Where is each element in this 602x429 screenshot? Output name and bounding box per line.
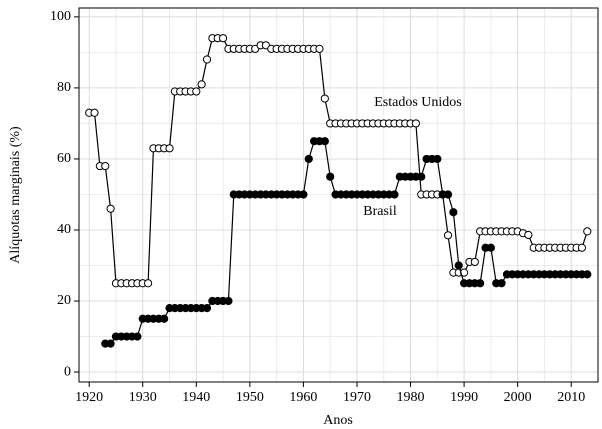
data-point: [315, 44, 324, 53]
x-axis-label: Anos: [323, 413, 353, 428]
series-label: Estados Unidos: [374, 95, 462, 110]
plot-frame: [78, 7, 599, 383]
data-point: [143, 279, 153, 288]
x-tick-label: 1940: [182, 390, 210, 405]
data-point: [106, 204, 115, 213]
x-tick-label: 1960: [289, 390, 317, 405]
data-point: [443, 190, 453, 199]
y-tick-label: 40: [57, 222, 71, 237]
x-tick-label: 1930: [129, 390, 157, 405]
data-point: [486, 243, 495, 252]
data-point: [90, 108, 99, 117]
data-point: [192, 87, 201, 96]
data-point: [101, 161, 110, 171]
x-tick-label: 1950: [236, 390, 264, 405]
data-point: [583, 270, 592, 279]
data-point: [133, 332, 142, 341]
y-tick-label: 20: [57, 293, 71, 308]
data-point: [202, 55, 212, 64]
data-point: [454, 261, 463, 270]
data-point: [197, 80, 206, 89]
x-tick-label: 1990: [450, 390, 478, 405]
data-point: [218, 34, 228, 43]
data-point: [224, 296, 233, 306]
data-point: [583, 227, 592, 236]
data-point: [160, 314, 169, 323]
data-point: [470, 257, 479, 267]
data-point: [202, 304, 212, 313]
data-point: [299, 190, 308, 199]
y-tick-label: 0: [64, 364, 71, 379]
y-tick-label: 60: [57, 151, 71, 166]
data-point: [411, 119, 420, 128]
data-point: [524, 230, 533, 240]
data-point: [106, 339, 115, 348]
marks: [85, 34, 592, 348]
data-point: [320, 137, 329, 146]
data-point: [476, 279, 485, 288]
data-point: [443, 231, 453, 240]
y-tick-label: 100: [50, 9, 71, 24]
grid: [79, 8, 598, 382]
x-tick-label: 1970: [343, 390, 371, 405]
series-label: Brasil: [363, 204, 397, 219]
data-point: [390, 190, 399, 199]
data-point: [417, 172, 426, 181]
data-point: [320, 94, 329, 103]
data-point: [304, 154, 313, 164]
x-tick-label: 2010: [557, 390, 585, 405]
x-tick-label: 2000: [504, 390, 532, 405]
data-point: [165, 144, 174, 153]
data-point: [433, 154, 442, 164]
y-axis-label: Alíquotas marginais (%): [8, 126, 23, 264]
y-tick-label: 80: [57, 80, 71, 95]
x-tick-label: 1920: [75, 390, 103, 405]
data-point: [497, 279, 506, 288]
x-tick-label: 1980: [397, 390, 425, 405]
data-point: [449, 208, 458, 217]
data-point: [577, 243, 587, 252]
data-point: [326, 172, 335, 181]
